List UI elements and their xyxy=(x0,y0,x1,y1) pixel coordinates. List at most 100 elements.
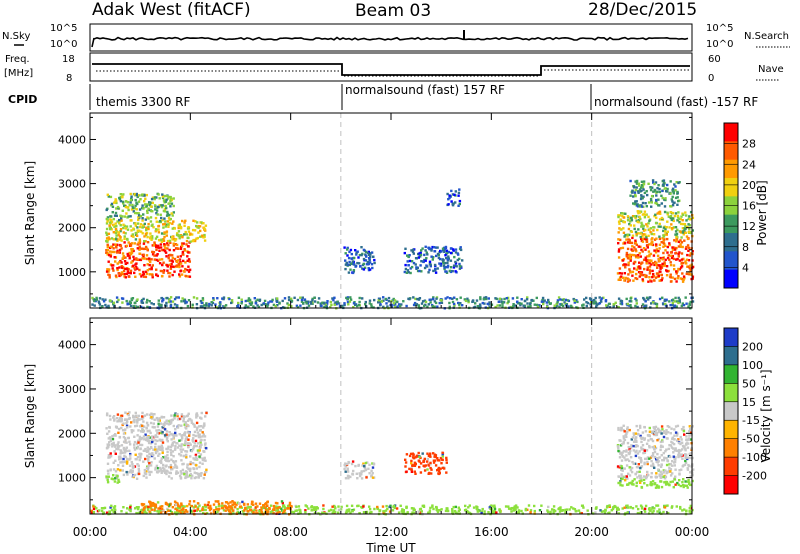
velocity-cell xyxy=(651,452,655,455)
power-cell xyxy=(626,247,630,251)
power-region-9 xyxy=(91,296,695,310)
velocity-cell xyxy=(169,422,172,425)
velocity-cell xyxy=(675,434,679,437)
velocity-cell xyxy=(634,462,637,465)
velocity-cell xyxy=(220,506,224,510)
velocity-cell xyxy=(625,505,629,508)
power-cell xyxy=(446,296,449,299)
power-cell xyxy=(185,301,188,304)
power-cell xyxy=(171,222,174,225)
velocity-cell xyxy=(322,507,325,511)
power-cell xyxy=(121,215,124,218)
velocity-cell xyxy=(451,509,454,512)
power-cell xyxy=(454,248,458,251)
power-cell xyxy=(632,249,635,252)
velocity-cell xyxy=(156,449,159,453)
power-cell xyxy=(181,236,184,239)
velocity-cell xyxy=(431,505,434,508)
x-tick-label: 12:00 xyxy=(374,525,409,539)
velocity-cell xyxy=(147,466,150,469)
power-cell xyxy=(655,249,658,253)
velocity-cell xyxy=(283,509,287,512)
velocity-cell xyxy=(118,458,121,461)
power-cell xyxy=(649,260,652,263)
velocity-cell xyxy=(170,453,173,457)
velocity-cell xyxy=(192,457,195,460)
power-cell xyxy=(650,201,653,204)
velocity-cell xyxy=(178,417,181,421)
velocity-cell xyxy=(165,469,168,472)
power-cell xyxy=(124,227,128,230)
power-cell xyxy=(635,268,638,271)
velocity-cell xyxy=(688,452,692,455)
velocity-cell xyxy=(156,510,159,513)
velocity-cell xyxy=(244,506,247,510)
power-cell xyxy=(450,200,453,203)
velocity-cell xyxy=(169,509,172,512)
power-cell xyxy=(134,238,138,241)
power-cell xyxy=(118,261,121,264)
velocity-cell xyxy=(124,418,127,422)
velocity-cell xyxy=(640,507,644,510)
power-cell xyxy=(133,271,136,275)
velocity-cell xyxy=(252,503,255,506)
power-cell xyxy=(516,300,519,304)
velocity-cell xyxy=(559,506,562,509)
velocity-cell xyxy=(107,475,110,478)
power-cell xyxy=(647,250,651,253)
velocity-cell xyxy=(650,472,653,475)
velocity-cell xyxy=(184,450,187,453)
power-cell xyxy=(648,269,652,273)
velocity-cell xyxy=(264,509,268,512)
velocity-cell xyxy=(651,507,654,510)
power-cell xyxy=(479,305,482,308)
power-cell xyxy=(686,237,690,241)
power-cell xyxy=(129,252,133,256)
power-cell xyxy=(634,188,638,192)
velocity-cell xyxy=(116,474,119,478)
power-cell xyxy=(210,304,213,307)
power-cell xyxy=(114,260,117,263)
velocity-cell xyxy=(178,505,181,508)
power-cell xyxy=(115,296,119,299)
power-cell xyxy=(382,299,385,302)
power-cell xyxy=(647,201,651,204)
power-cell xyxy=(130,242,134,245)
velocity-cell xyxy=(195,509,199,512)
velocity-cell xyxy=(106,446,109,449)
power-cell xyxy=(641,234,644,238)
power-cell xyxy=(443,266,446,269)
power-cell xyxy=(649,188,653,192)
power-cell xyxy=(645,223,648,226)
velocity-cell xyxy=(182,454,186,458)
velocity-cell xyxy=(119,416,122,420)
velocity-cell xyxy=(222,509,226,512)
velocity-cell xyxy=(231,509,235,512)
power-cell xyxy=(628,222,631,226)
power-cell xyxy=(526,302,529,305)
power-cell xyxy=(98,297,102,300)
power-cell xyxy=(669,303,672,307)
power-cell xyxy=(124,256,127,259)
velocity-cell xyxy=(626,426,629,429)
power-cell xyxy=(126,303,129,306)
power-cell xyxy=(116,239,119,242)
power-cell xyxy=(368,257,371,260)
velocity-cell xyxy=(193,509,196,512)
power-cell xyxy=(581,304,584,307)
power-cell xyxy=(187,251,190,254)
power-cell xyxy=(162,271,165,274)
velocity-cell xyxy=(619,452,622,455)
x-tick-label: 00:00 xyxy=(73,525,108,539)
power-cell xyxy=(131,203,134,207)
power-cell xyxy=(651,179,655,182)
power-cell xyxy=(691,229,694,232)
velocity-cell xyxy=(172,424,175,428)
power-cell xyxy=(689,252,692,255)
power-cell xyxy=(416,266,419,269)
power-cell xyxy=(419,251,422,255)
power-cell xyxy=(119,224,122,227)
power-cell xyxy=(665,190,668,193)
velocity-cell xyxy=(189,472,192,476)
power-cell xyxy=(440,301,444,304)
